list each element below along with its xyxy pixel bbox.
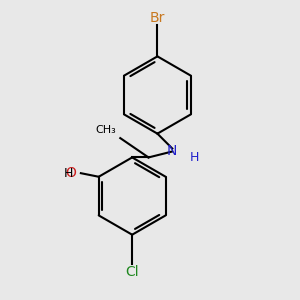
Text: Cl: Cl <box>125 265 139 279</box>
Text: CH₃: CH₃ <box>95 125 116 135</box>
Text: Br: Br <box>150 11 165 25</box>
Text: H: H <box>64 167 74 180</box>
Text: O: O <box>65 166 76 180</box>
Text: N: N <box>167 145 178 158</box>
Text: H: H <box>190 151 200 164</box>
